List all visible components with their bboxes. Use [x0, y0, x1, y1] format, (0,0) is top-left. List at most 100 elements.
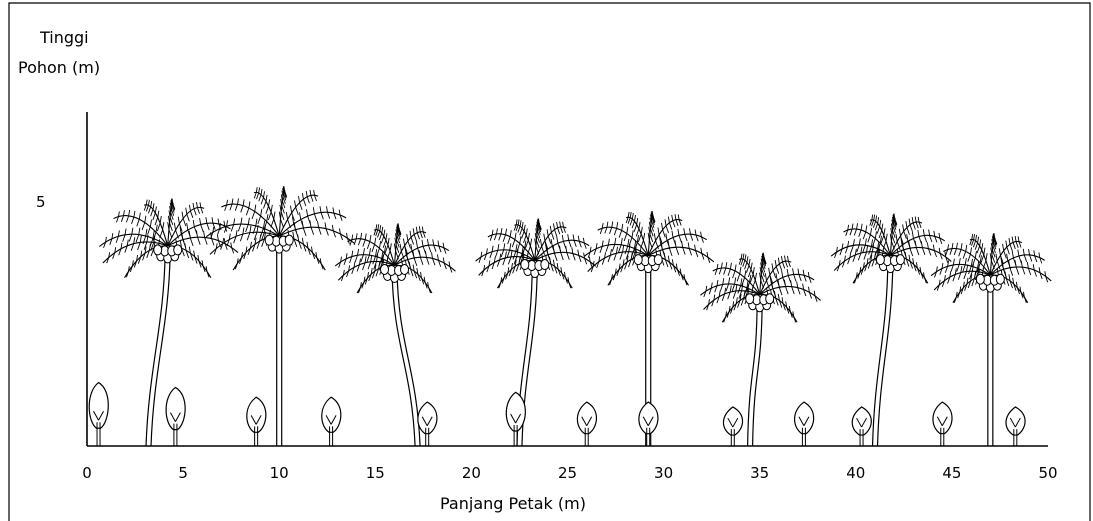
- sapling-stem: [798, 416, 810, 446]
- palm-leaflets: [181, 230, 235, 254]
- palm-leaflets: [285, 189, 317, 228]
- palm-leaflets: [1001, 260, 1049, 283]
- sapling-stem: [169, 412, 181, 446]
- palm-fruit: [264, 234, 274, 246]
- palm-fruit: [995, 273, 1005, 285]
- sapling: [851, 406, 872, 446]
- palm-leaflets: [738, 253, 757, 289]
- palm-leaflets: [653, 214, 682, 250]
- y-axis-title-line2: Pohon (m): [18, 58, 100, 77]
- palm-fruit: [540, 259, 550, 271]
- sapling: [932, 401, 953, 446]
- palm-trunk-line: [871, 259, 889, 447]
- sapling-stem: [856, 417, 868, 446]
- x-tick-label: 10: [270, 464, 289, 482]
- palm-fruit: [875, 254, 885, 266]
- x-tick-label: 35: [750, 464, 769, 482]
- palm-trunk-line: [396, 269, 421, 447]
- palm-leaflets: [759, 252, 767, 289]
- palm-tree: [334, 223, 456, 447]
- palm-leaflets: [764, 255, 791, 290]
- sapling-stem: [936, 416, 948, 446]
- palm-leaflets: [969, 233, 988, 270]
- palm-leaflets: [278, 185, 288, 228]
- palm-leaflets: [234, 229, 271, 270]
- sapling: [417, 401, 438, 446]
- palm-leaflets: [895, 216, 922, 250]
- palm-leaflets: [106, 234, 156, 264]
- x-tick-label: 45: [942, 464, 961, 482]
- sapling-stem: [581, 416, 593, 446]
- palm-fruit: [153, 244, 163, 256]
- sapling-crown: [638, 401, 659, 435]
- palm-leaflets: [126, 239, 161, 278]
- diagram-frame: [8, 2, 1091, 521]
- palm-leaflets: [338, 248, 384, 268]
- palm-trunk-line: [746, 298, 758, 447]
- sapling: [321, 396, 342, 446]
- sapling-stem: [727, 417, 739, 446]
- palm-trunk-line: [876, 259, 894, 447]
- palm-tree: [475, 218, 597, 447]
- palm-leaflets: [287, 229, 324, 270]
- palm-fruit: [895, 254, 905, 266]
- palm-leaflets: [399, 226, 426, 260]
- sapling-stem: [421, 416, 433, 446]
- x-tick-label: 50: [1038, 464, 1057, 482]
- palm-leaflets: [901, 240, 949, 263]
- sapling: [246, 396, 267, 446]
- palm-fruit: [745, 293, 755, 305]
- sapling-crown: [576, 401, 598, 435]
- sapling: [638, 401, 659, 446]
- sapling-stem: [250, 415, 262, 446]
- sapling: [576, 401, 598, 446]
- sapling-stem: [93, 410, 104, 446]
- palm-leaflets: [771, 279, 818, 302]
- palm-leaflets: [478, 243, 524, 263]
- palm-leaflets: [539, 221, 566, 255]
- x-tick-label: 25: [558, 464, 577, 482]
- plants: [88, 185, 1052, 447]
- sapling: [505, 391, 526, 446]
- x-tick-label: 40: [846, 464, 865, 482]
- x-axis-title: Panjang Petak (m): [440, 494, 586, 513]
- x-tick-label: 20: [462, 464, 481, 482]
- sapling-crown: [793, 401, 815, 435]
- sapling-crown: [417, 401, 438, 435]
- palm-tree: [700, 252, 821, 447]
- palm-leaflets: [995, 235, 1022, 270]
- sapling: [88, 381, 109, 446]
- sapling-stem: [325, 415, 337, 446]
- sapling-crown: [851, 406, 872, 436]
- sapling-stem: [642, 416, 654, 446]
- sapling-crown: [1005, 406, 1026, 436]
- palm-leaflets: [393, 223, 402, 260]
- palm-leaflets: [513, 219, 533, 255]
- palm-leaflets: [625, 211, 646, 249]
- palm-leaflets: [934, 257, 980, 278]
- palm-leaflets: [173, 202, 204, 239]
- x-tick-label: 0: [82, 464, 92, 482]
- sapling-stem: [510, 413, 522, 446]
- sapling-crown: [246, 396, 267, 433]
- palm-trunk-line: [751, 298, 763, 447]
- palm-leaflets: [534, 218, 542, 255]
- x-tick-label: 5: [178, 464, 188, 482]
- palm-fruit: [975, 273, 985, 285]
- palm-leaflets: [834, 238, 880, 259]
- sapling: [1005, 406, 1026, 446]
- palm-leaflets: [587, 237, 637, 258]
- palm-leaflets: [210, 217, 266, 239]
- palm-fruit: [653, 254, 663, 266]
- palm-leaflets: [167, 198, 176, 239]
- y-axis-title-line1: Tinggi: [39, 28, 89, 47]
- sapling: [722, 406, 744, 446]
- palm-tree: [830, 213, 952, 447]
- palm-fruit: [380, 263, 390, 275]
- palm-fruit: [765, 293, 775, 305]
- palm-fruit: [400, 263, 410, 275]
- sapling: [165, 386, 186, 446]
- sapling-crown: [722, 406, 744, 436]
- palm-fruit: [520, 259, 530, 271]
